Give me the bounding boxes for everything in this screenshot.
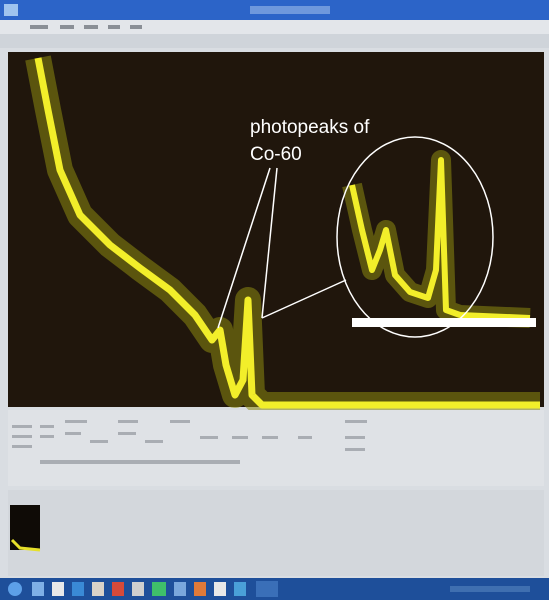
taskbar-icon[interactable]	[214, 582, 226, 596]
menu-item[interactable]	[130, 25, 142, 29]
menu-bar	[0, 20, 549, 34]
pointer-line	[217, 167, 271, 329]
system-tray	[450, 586, 530, 592]
taskbar-icon[interactable]	[72, 582, 84, 596]
window-title	[250, 6, 330, 14]
taskbar-icon[interactable]	[256, 581, 278, 597]
taskbar-icon[interactable]	[52, 582, 64, 596]
taskbar-icon[interactable]	[32, 582, 44, 596]
taskbar-icon[interactable]	[234, 582, 246, 596]
thumbnail-trace	[10, 538, 41, 552]
taskbar-icon[interactable]	[152, 582, 166, 596]
annotation-line: photopeaks of	[250, 117, 370, 138]
annotation-line: Co-60	[250, 144, 302, 165]
taskbar-icon[interactable]	[194, 582, 206, 596]
lower-panel	[8, 490, 544, 576]
taskbar-icon[interactable]	[112, 582, 124, 596]
menu-items	[30, 25, 142, 29]
status-fields	[12, 420, 367, 464]
taskbar-icons	[8, 581, 530, 597]
pointer-line	[261, 279, 347, 319]
spectrum-trace	[34, 57, 540, 409]
menu-item[interactable]	[60, 25, 74, 29]
taskbar-icon[interactable]	[92, 582, 104, 596]
inset-trace	[349, 157, 531, 321]
inset-circle	[336, 136, 494, 338]
start-button[interactable]	[8, 582, 22, 596]
tool-bar	[0, 34, 549, 48]
taskbar-icon[interactable]	[174, 582, 186, 596]
pointer-line	[261, 167, 278, 319]
status-panel	[8, 410, 544, 486]
app-icon	[4, 4, 18, 16]
menu-item[interactable]	[108, 25, 120, 29]
taskbar-icon[interactable]	[132, 582, 144, 596]
menu-item[interactable]	[84, 25, 98, 29]
menu-item[interactable]	[30, 25, 48, 29]
inset-baseline	[352, 318, 536, 327]
